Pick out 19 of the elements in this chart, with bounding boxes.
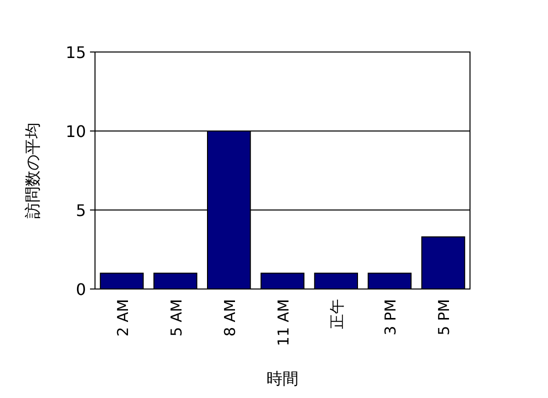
- bar: [368, 272, 412, 290]
- x-tick-label: 正午: [328, 299, 346, 329]
- y-tick-label: 15: [66, 43, 86, 62]
- x-tick-label: 5 PM: [435, 299, 454, 336]
- x-tick-label: 2 AM: [114, 299, 132, 337]
- y-tick-label: 0: [76, 280, 86, 299]
- x-tick-label: 5 AM: [167, 299, 186, 337]
- x-tick-label: 3 PM: [382, 299, 400, 336]
- bar: [421, 236, 466, 290]
- bar: [260, 272, 304, 290]
- y-tick-label: 10: [66, 122, 86, 141]
- bar: [153, 272, 198, 290]
- bar: [100, 272, 144, 290]
- bar: [314, 272, 358, 290]
- x-tick-label: 8 AM: [220, 299, 239, 337]
- x-axis-title: 時間: [266, 369, 298, 388]
- y-tick-label: 5: [76, 201, 86, 220]
- y-axis-title: 訪問数の平均: [23, 122, 42, 218]
- x-tick-label: 11 AM: [274, 299, 292, 346]
